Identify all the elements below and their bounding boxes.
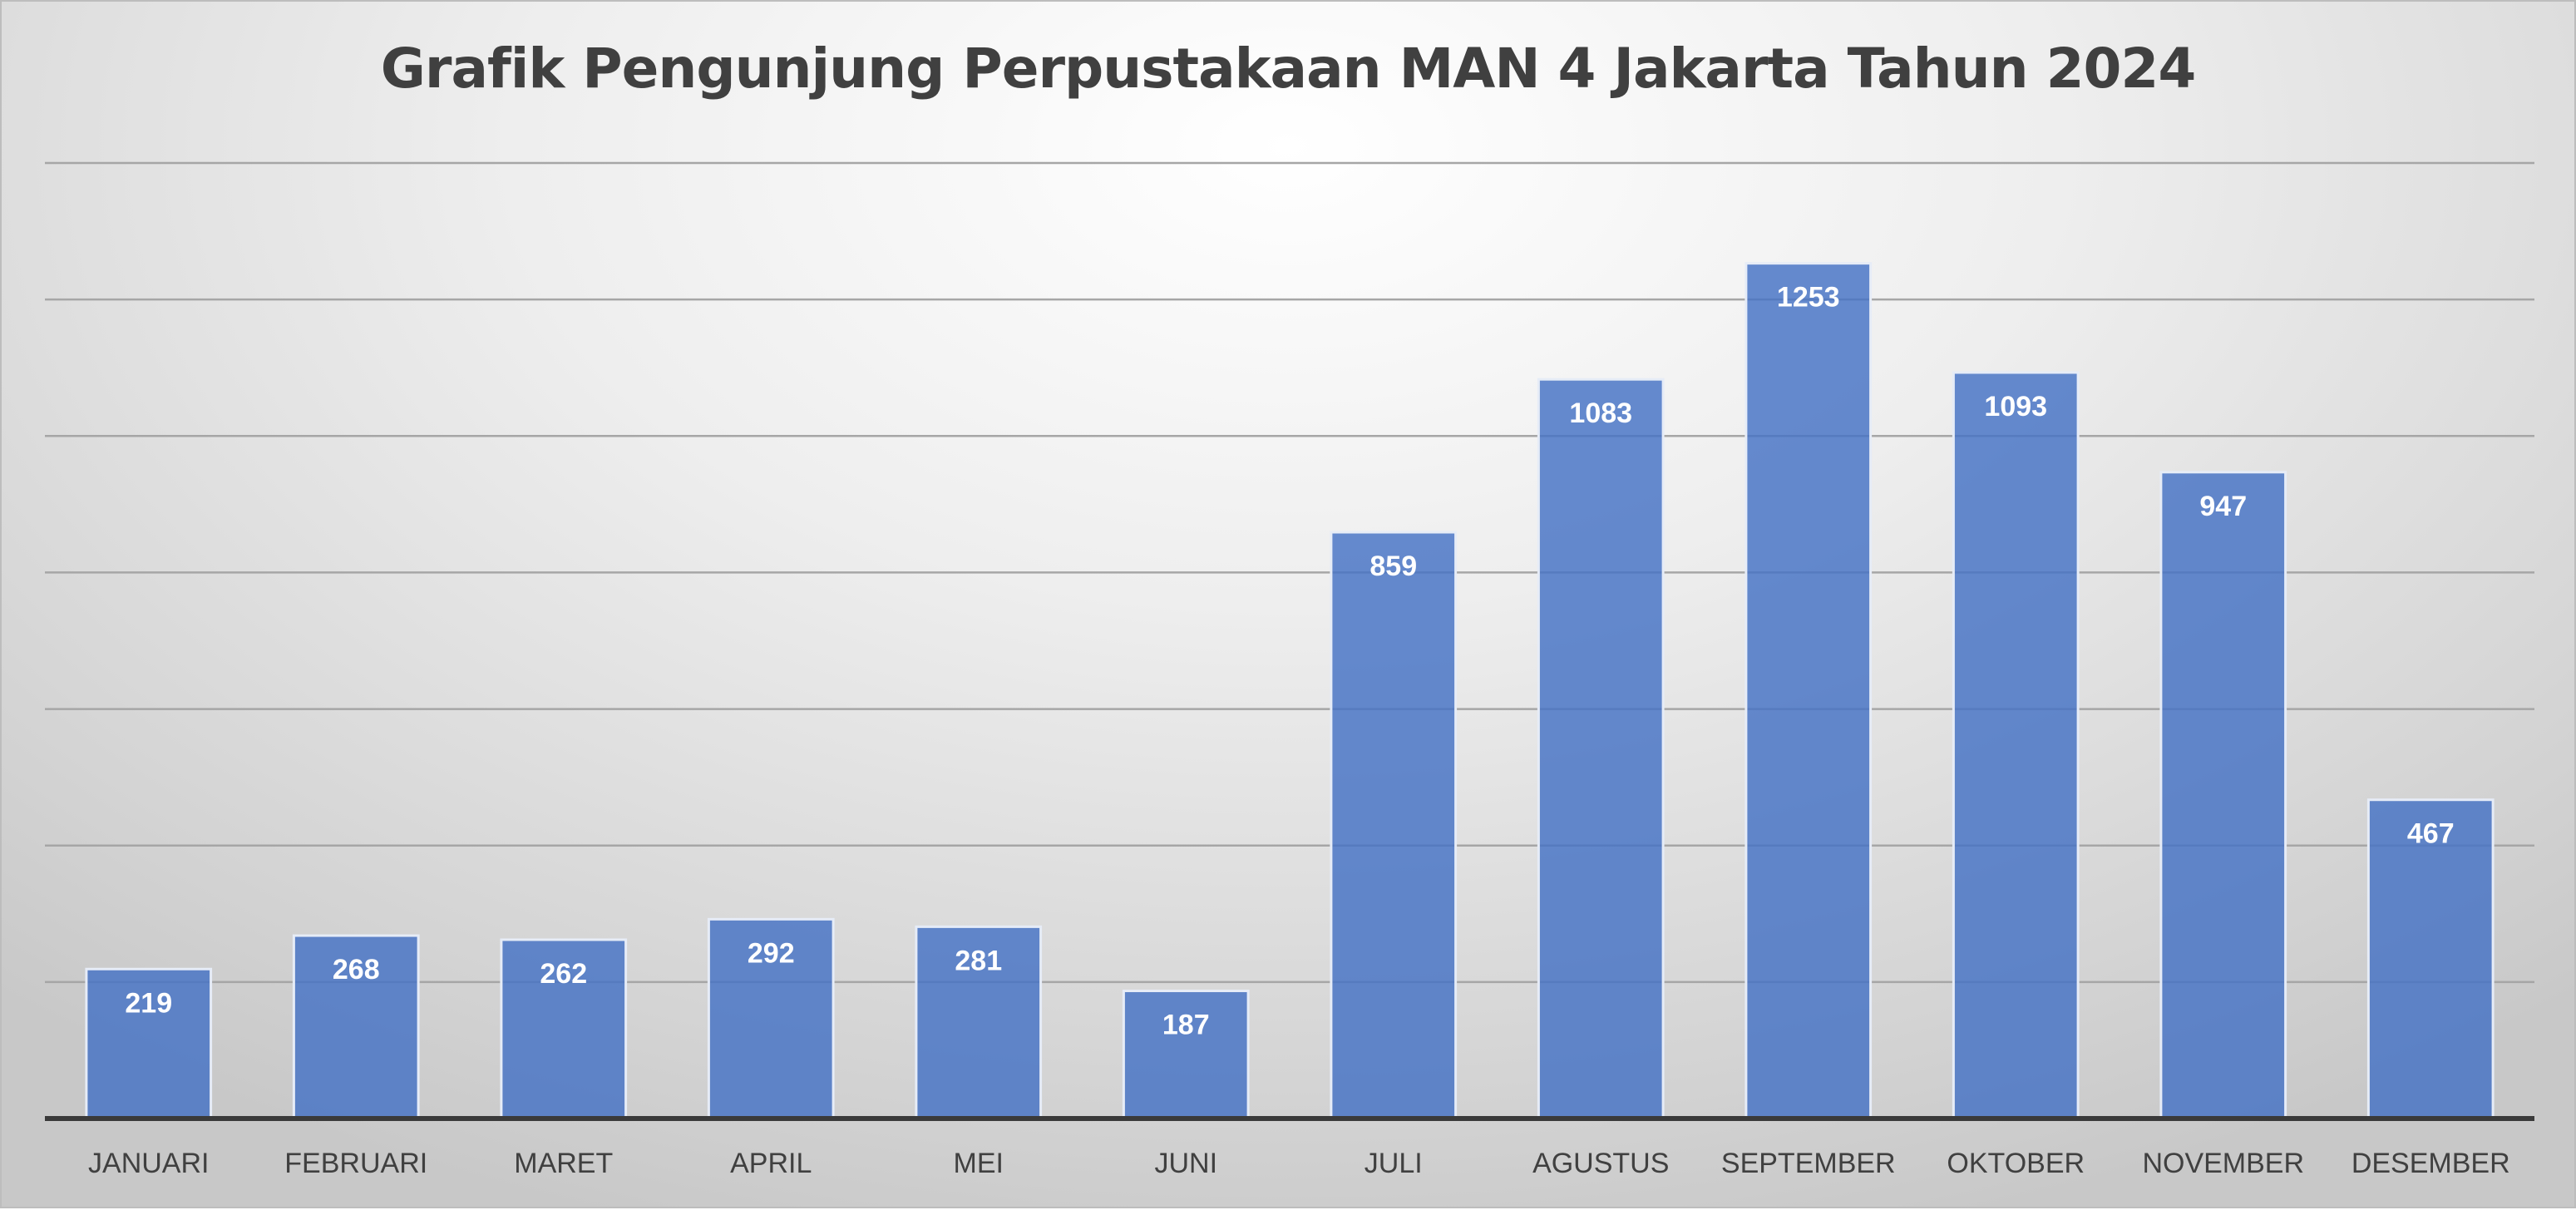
data-label: 947: [2199, 491, 2247, 522]
x-tick-label: JANUARI: [88, 1148, 209, 1179]
x-tick-label: JUNI: [1154, 1148, 1217, 1179]
bars: [85, 262, 2495, 1120]
data-label: 187: [1162, 1010, 1210, 1041]
x-tick-label: NOVEMBER: [2142, 1148, 2304, 1179]
bar-januari: [85, 967, 213, 1120]
x-tick-label: SEPTEMBER: [1721, 1148, 1896, 1179]
data-label: 281: [955, 945, 1002, 976]
x-tick-label: APRIL: [730, 1148, 812, 1179]
x-tick-label: FEBRUARI: [284, 1148, 427, 1179]
bar-september: [1744, 262, 1873, 1120]
bar-februari: [292, 934, 420, 1120]
chart-title: Grafik Pengunjung Perpustakaan MAN 4 Jak…: [380, 37, 2197, 101]
x-tick-label: DESEMBER: [2351, 1148, 2510, 1179]
bar-juni: [1122, 990, 1250, 1120]
x-tick-label: MARET: [514, 1148, 613, 1179]
bar-april: [707, 917, 835, 1120]
bar-juli: [1330, 531, 1458, 1120]
bar-mei: [915, 925, 1043, 1120]
bar-november: [2159, 471, 2287, 1120]
data-label: 1253: [1777, 282, 1840, 314]
data-label: 1093: [1984, 391, 2047, 422]
bar-agustus: [1537, 378, 1665, 1120]
bar-desember: [2366, 798, 2495, 1120]
data-label: 292: [748, 937, 795, 969]
data-label: 859: [1369, 551, 1417, 582]
x-tick-label: JULI: [1364, 1148, 1423, 1179]
data-label: 219: [125, 987, 172, 1019]
bar-oktober: [1952, 371, 2080, 1120]
gridlines: [45, 161, 2534, 984]
data-label: 1083: [1569, 398, 1632, 429]
data-label: 467: [2407, 818, 2455, 850]
data-labels: 219 268 262 292 281 187 859 1083 1253 1093 947 467: [125, 282, 2454, 1041]
data-label: 262: [540, 958, 587, 990]
x-tick-label: OKTOBER: [1947, 1148, 2085, 1179]
x-tick-label: MEI: [954, 1148, 1004, 1179]
x-tick-label: AGUSTUS: [1532, 1148, 1669, 1179]
x-axis-tick-labels: JANUARI FEBRUARI MARET APRIL MEI JUNI JULI AGUS…: [88, 1148, 2510, 1179]
data-label: 268: [333, 954, 380, 985]
